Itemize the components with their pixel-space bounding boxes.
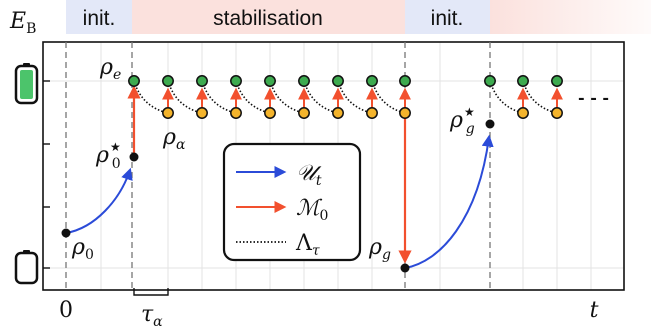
decay-curve [337,80,373,114]
point-rho-g [400,263,410,273]
y-axis-label: EB [9,9,36,37]
ground-state-dot [551,107,563,119]
stabilisation-ladder-1 [128,75,411,119]
label-rho-e: ρe [99,55,121,83]
label-rho-g-star: ρ★ g [449,105,475,137]
excited-state-dot [196,75,208,87]
legend-measurement-label: ℳ0 [296,196,328,224]
ground-state-dot [366,107,378,119]
x-axis-label: t [590,298,599,323]
excited-state-dot [298,75,310,87]
y-axis-label-sub: B [26,21,36,37]
excited-state-dot [484,75,496,87]
unitary-curve-2 [404,134,494,269]
plot-frame [42,41,625,291]
ground-state-dot [517,107,529,119]
band-fade [490,0,651,34]
decay-curve [371,80,406,114]
battery-full-icon [14,63,39,105]
legend: 𝒰t ℳ0 Λτ [222,142,362,262]
excited-state-dot [128,75,140,87]
legend-channel-label: Λτ [295,231,320,259]
ground-state-dot [332,107,344,119]
phase-bands: init. stabilisation init. [66,0,651,34]
band-label-init-2: init. [431,7,464,30]
decay-curve [167,80,203,114]
decay-curve [201,80,237,114]
excited-state-dot [551,75,563,87]
x-axis-zero: 0 [59,298,73,323]
excited-state-dot [366,75,378,87]
unitary-curve-1 [65,167,133,234]
tau-bracket [133,288,169,296]
label-rho-alpha: ρα [162,125,186,153]
excited-state-dot [399,75,411,87]
band-init-1 [66,0,132,34]
excited-state-dot [517,75,529,87]
decay-curve [235,80,271,114]
point-rho-g-star [485,119,495,129]
ground-state-dot [196,107,208,119]
decay-curve [269,80,305,114]
band-label-stabilisation: stabilisation [213,7,323,30]
band-init-2 [405,0,490,34]
y-ticks [43,80,50,269]
decay-curve [303,80,339,114]
decay-curve [522,80,558,114]
y-axis-label-main: E [9,9,26,34]
excited-state-dot [162,75,174,87]
battery-empty-icon [14,250,39,285]
stabilisation-ladder-2 [484,75,563,119]
tau-label: τα [141,302,163,330]
band-stabilisation [132,0,405,34]
ground-state-dot [264,107,276,119]
excited-state-dot [230,75,242,87]
excited-state-dot [332,75,344,87]
decay-curve [133,80,169,114]
label-rho-0-star: ρ★ 0 [95,140,121,172]
label-rho-0: ρ0 [71,235,94,263]
point-rho-0 [61,228,71,238]
ground-state-dot [230,107,242,119]
continuation-ellipsis: - - - [578,88,609,107]
ground-state-dot [298,107,310,119]
label-rho-g: ρg [368,235,391,263]
decay-curve [489,80,524,114]
ground-state-dot [162,107,174,119]
point-rho-0-star [129,152,139,162]
band-label-init-1: init. [83,7,116,30]
ground-state-dot [399,107,411,119]
excited-state-dot [264,75,276,87]
